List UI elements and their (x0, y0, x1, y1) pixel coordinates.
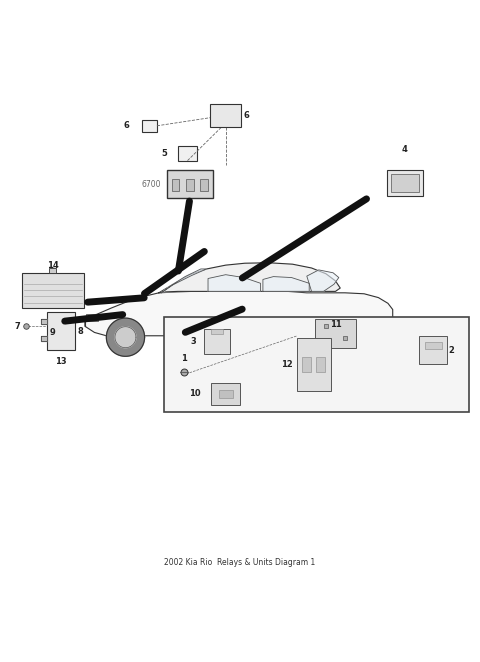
Text: 12: 12 (281, 360, 292, 369)
Bar (167, 169, 213, 199)
Text: 10: 10 (189, 389, 201, 399)
Bar (387, 170, 422, 196)
Bar (297, 338, 331, 391)
Bar (200, 179, 208, 191)
Bar (172, 179, 180, 191)
Text: 6700: 6700 (142, 179, 161, 189)
Text: 13: 13 (55, 357, 67, 366)
Polygon shape (107, 318, 144, 356)
Polygon shape (40, 336, 47, 340)
Bar (211, 383, 240, 405)
Bar (178, 146, 197, 161)
Bar (315, 319, 356, 348)
Bar (164, 316, 469, 412)
Polygon shape (263, 277, 309, 291)
Bar (186, 179, 194, 191)
Polygon shape (85, 291, 393, 336)
Text: 5: 5 (162, 149, 168, 158)
Text: 6: 6 (244, 111, 250, 120)
Polygon shape (307, 270, 339, 291)
Text: 14: 14 (47, 261, 59, 270)
Bar (49, 267, 56, 273)
Text: 9: 9 (50, 328, 56, 337)
Bar (420, 336, 447, 364)
Polygon shape (330, 327, 351, 348)
Text: 4: 4 (402, 146, 408, 154)
Bar (47, 312, 75, 350)
Bar (22, 273, 84, 308)
Polygon shape (40, 319, 47, 324)
Bar (218, 390, 233, 398)
Polygon shape (208, 275, 261, 291)
Polygon shape (321, 318, 360, 356)
Text: 1: 1 (181, 354, 187, 363)
Bar (211, 329, 223, 334)
Text: 11: 11 (330, 320, 341, 328)
Polygon shape (115, 327, 136, 348)
Text: 8: 8 (78, 326, 84, 336)
Bar (142, 120, 157, 132)
Bar (425, 342, 442, 349)
Bar (382, 316, 391, 324)
Bar (210, 104, 241, 126)
Bar (86, 314, 98, 320)
Text: 6: 6 (123, 121, 129, 130)
Text: 2: 2 (448, 346, 455, 355)
Text: 2002 Kia Rio  Relays & Units Diagram 1: 2002 Kia Rio Relays & Units Diagram 1 (164, 558, 316, 567)
Polygon shape (159, 263, 340, 293)
Bar (316, 357, 325, 371)
Polygon shape (161, 269, 206, 293)
Text: 3: 3 (191, 337, 196, 346)
Text: 7: 7 (15, 322, 21, 331)
Bar (391, 173, 419, 193)
Bar (204, 329, 230, 354)
Bar (302, 357, 311, 371)
